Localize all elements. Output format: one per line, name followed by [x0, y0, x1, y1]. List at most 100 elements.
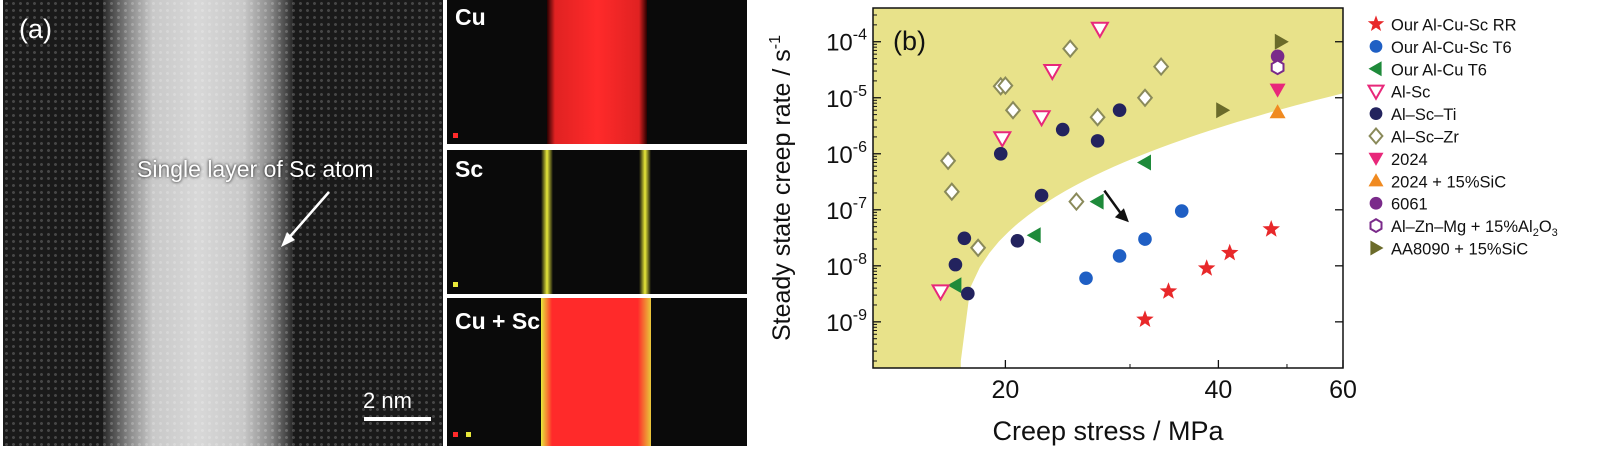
data-point	[957, 231, 972, 246]
scale-bar-label: 2 nm	[363, 388, 412, 413]
data-point	[1138, 232, 1152, 246]
legend-label: Our Al-Cu T6	[1391, 61, 1487, 79]
sc-line-right	[639, 150, 651, 294]
boundary-arrow-head	[1114, 208, 1129, 223]
data-point	[930, 284, 951, 302]
data-point	[1068, 192, 1085, 212]
data-point	[1270, 49, 1285, 64]
data-point	[1137, 154, 1151, 171]
y-axis-label: Steady state creep rate / s-1	[767, 35, 796, 341]
legend-marker	[1368, 173, 1384, 187]
data-point	[1026, 227, 1041, 244]
data-point	[1136, 88, 1154, 108]
data-point	[1136, 310, 1154, 327]
legend-marker	[1369, 40, 1383, 53]
y-tick-label: 10-9	[826, 307, 867, 337]
cu-swatch-combined	[453, 432, 458, 437]
data-point	[1055, 122, 1070, 137]
data-point	[1221, 243, 1239, 261]
cu-color-swatch	[453, 133, 458, 138]
sc-line-left	[541, 150, 553, 294]
data-point	[1269, 83, 1286, 98]
legend-label: 6061	[1391, 196, 1428, 214]
y-tick-label: 10-6	[826, 139, 867, 169]
legend-marker	[1366, 84, 1386, 101]
legend-label: Al-Sc	[1391, 84, 1430, 102]
y-tick-label: 10-8	[826, 251, 867, 281]
data-point	[1269, 104, 1286, 119]
legend-marker	[1370, 240, 1384, 256]
y-tick-label: 10-4	[826, 27, 867, 57]
legend-label: Al–Sc–Zr	[1391, 129, 1459, 147]
data-point	[1034, 188, 1049, 203]
data-point	[1090, 134, 1105, 148]
x-tick-label: 60	[1329, 376, 1357, 404]
data-point	[997, 76, 1014, 96]
panel-a-label: (a)	[19, 14, 52, 44]
legend-label: 2024	[1391, 151, 1428, 169]
data-point	[1159, 282, 1178, 299]
series-2	[947, 154, 1151, 294]
eds-map-sc: Sc	[447, 150, 747, 294]
data-point	[992, 131, 1013, 149]
x-tick-label: 20	[991, 376, 1019, 404]
map-label-sc: Sc	[455, 156, 484, 182]
legend-label: Al–Zn–Mg + 15%Al2O3	[1391, 218, 1558, 239]
x-axis-label: Creep stress / MPa	[992, 416, 1224, 446]
legend-marker	[1369, 218, 1383, 234]
data-point	[1010, 233, 1025, 248]
legend-label: 2024 + 15%SiC	[1391, 173, 1506, 191]
data-point	[948, 257, 963, 272]
sc-color-swatch	[453, 282, 458, 287]
non-shaded-region	[960, 93, 1343, 368]
panel-b-label: (b)	[893, 26, 926, 56]
data-point	[1112, 249, 1127, 263]
series-10	[1216, 33, 1289, 119]
legend-marker	[1368, 152, 1384, 166]
annotation-arrow	[281, 191, 330, 247]
x-tick-label: 40	[1204, 376, 1232, 404]
legend: Our Al-Cu-Sc RR Our Al-Cu-Sc T6 Our Al-Cu …	[1366, 15, 1558, 259]
y-tick-label: 10-5	[826, 83, 867, 113]
cu-sc-band	[541, 298, 651, 446]
legend-marker	[1369, 107, 1383, 120]
series-3	[930, 21, 1110, 302]
data-point	[1089, 107, 1106, 127]
shaded-region	[873, 8, 1343, 368]
plot-frame	[872, 7, 1344, 369]
stem-image: (a) Single layer of Sc atom 2 nm	[3, 0, 443, 446]
data-point	[1270, 59, 1285, 76]
legend-marker	[1368, 126, 1384, 146]
data-point	[1152, 57, 1170, 77]
legend-marker	[1369, 196, 1383, 210]
series-4	[948, 103, 1127, 301]
bright-column	[103, 0, 293, 446]
legend-marker	[1368, 61, 1382, 77]
data-point	[1197, 259, 1216, 276]
plot-area: (b) 10-4 10-5 10-6 10-7 10-8 10-9 20 40 60	[826, 7, 1357, 404]
scale-bar	[364, 417, 431, 421]
data-point	[947, 277, 962, 294]
map-label-cu: Cu	[455, 4, 486, 30]
legend-label: Al–Sc–Ti	[1391, 106, 1456, 124]
data-point	[939, 151, 957, 171]
data-point	[1042, 64, 1063, 82]
sc-layer-annotation: Single layer of Sc atom	[137, 156, 374, 182]
series-0	[1136, 220, 1280, 327]
series-6	[1269, 83, 1286, 98]
data-point	[1079, 271, 1093, 286]
eds-map-cu-sc: Cu + Sc	[447, 298, 747, 446]
data-point	[993, 146, 1008, 161]
eds-map-cu: Cu	[447, 0, 747, 144]
series-8	[1270, 49, 1285, 64]
cu-band	[547, 0, 647, 144]
sc-swatch-combined	[466, 432, 471, 437]
data-point	[943, 182, 960, 202]
y-tick-label: 10-7	[826, 195, 867, 225]
series-5	[939, 39, 1170, 258]
boundary-arrow	[1103, 189, 1124, 218]
series-1	[1079, 204, 1189, 286]
legend-label: Our Al-Cu-Sc RR	[1391, 17, 1517, 35]
data-point	[1004, 100, 1022, 120]
data-point	[1031, 110, 1052, 128]
